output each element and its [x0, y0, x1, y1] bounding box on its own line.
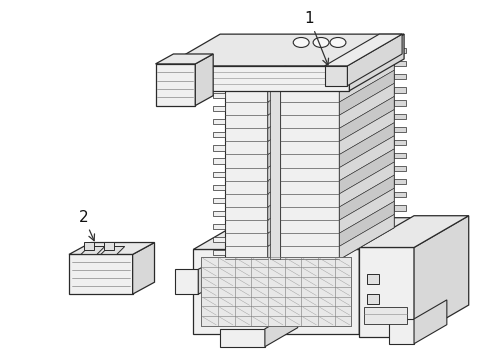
Polygon shape — [213, 172, 224, 177]
Polygon shape — [213, 224, 224, 229]
Polygon shape — [339, 44, 393, 89]
Polygon shape — [339, 136, 393, 181]
Polygon shape — [364, 307, 406, 324]
Polygon shape — [393, 179, 405, 184]
Polygon shape — [324, 34, 401, 66]
Polygon shape — [339, 96, 393, 141]
Polygon shape — [213, 185, 224, 190]
Polygon shape — [413, 300, 446, 344]
Polygon shape — [165, 34, 403, 66]
Polygon shape — [267, 215, 322, 260]
Polygon shape — [366, 274, 379, 284]
Polygon shape — [393, 114, 405, 119]
Polygon shape — [267, 149, 322, 194]
Polygon shape — [213, 93, 224, 98]
Polygon shape — [193, 218, 413, 249]
Polygon shape — [339, 149, 393, 194]
Polygon shape — [69, 243, 154, 255]
Polygon shape — [84, 242, 94, 251]
Polygon shape — [165, 66, 349, 91]
Polygon shape — [279, 76, 339, 260]
Polygon shape — [220, 329, 264, 347]
Polygon shape — [201, 257, 351, 326]
Polygon shape — [213, 237, 224, 242]
Polygon shape — [393, 205, 405, 211]
Polygon shape — [267, 109, 322, 154]
Polygon shape — [393, 48, 405, 53]
Polygon shape — [393, 87, 405, 93]
Polygon shape — [366, 294, 379, 304]
Polygon shape — [213, 106, 224, 111]
Polygon shape — [324, 66, 346, 86]
Polygon shape — [339, 201, 393, 246]
Text: 1: 1 — [304, 11, 328, 65]
Polygon shape — [198, 262, 212, 294]
Polygon shape — [393, 74, 405, 80]
Polygon shape — [267, 188, 322, 233]
Text: 2: 2 — [79, 210, 94, 241]
Polygon shape — [213, 158, 224, 164]
Polygon shape — [346, 34, 401, 86]
Polygon shape — [267, 123, 322, 168]
Polygon shape — [267, 70, 322, 115]
Polygon shape — [213, 211, 224, 216]
Polygon shape — [267, 44, 322, 260]
Polygon shape — [132, 243, 154, 294]
Polygon shape — [81, 247, 104, 255]
Polygon shape — [393, 219, 405, 224]
Polygon shape — [267, 201, 322, 246]
Polygon shape — [349, 34, 403, 91]
Polygon shape — [155, 54, 213, 64]
Polygon shape — [413, 216, 468, 337]
Polygon shape — [267, 175, 322, 220]
Polygon shape — [393, 127, 405, 132]
Polygon shape — [213, 250, 224, 255]
Polygon shape — [339, 188, 393, 233]
Polygon shape — [393, 166, 405, 171]
Polygon shape — [393, 100, 405, 105]
Polygon shape — [195, 54, 213, 105]
Ellipse shape — [329, 37, 345, 48]
Polygon shape — [213, 198, 224, 203]
Polygon shape — [69, 255, 132, 294]
Polygon shape — [339, 162, 393, 207]
Polygon shape — [269, 76, 279, 260]
Polygon shape — [193, 249, 359, 334]
Polygon shape — [267, 57, 322, 102]
Polygon shape — [267, 84, 322, 128]
Polygon shape — [339, 123, 393, 168]
Polygon shape — [213, 119, 224, 124]
Polygon shape — [339, 175, 393, 220]
Polygon shape — [393, 153, 405, 158]
Polygon shape — [267, 162, 322, 207]
Ellipse shape — [293, 37, 308, 48]
Polygon shape — [359, 247, 413, 337]
Polygon shape — [339, 70, 393, 115]
Polygon shape — [339, 44, 393, 260]
Polygon shape — [101, 247, 124, 255]
Polygon shape — [175, 269, 198, 294]
Polygon shape — [393, 140, 405, 145]
Polygon shape — [359, 218, 413, 334]
Polygon shape — [267, 96, 322, 141]
Polygon shape — [359, 216, 468, 247]
Polygon shape — [213, 145, 224, 150]
Polygon shape — [393, 61, 405, 66]
Polygon shape — [155, 64, 195, 105]
Polygon shape — [264, 310, 297, 347]
Polygon shape — [103, 242, 114, 251]
Polygon shape — [388, 319, 413, 344]
Polygon shape — [339, 84, 393, 128]
Polygon shape — [267, 136, 322, 181]
Polygon shape — [339, 215, 393, 260]
Polygon shape — [339, 109, 393, 154]
Polygon shape — [224, 76, 267, 260]
Polygon shape — [213, 80, 224, 85]
Polygon shape — [393, 192, 405, 197]
Polygon shape — [339, 57, 393, 102]
Ellipse shape — [312, 37, 328, 48]
Polygon shape — [213, 132, 224, 138]
Polygon shape — [267, 44, 322, 89]
